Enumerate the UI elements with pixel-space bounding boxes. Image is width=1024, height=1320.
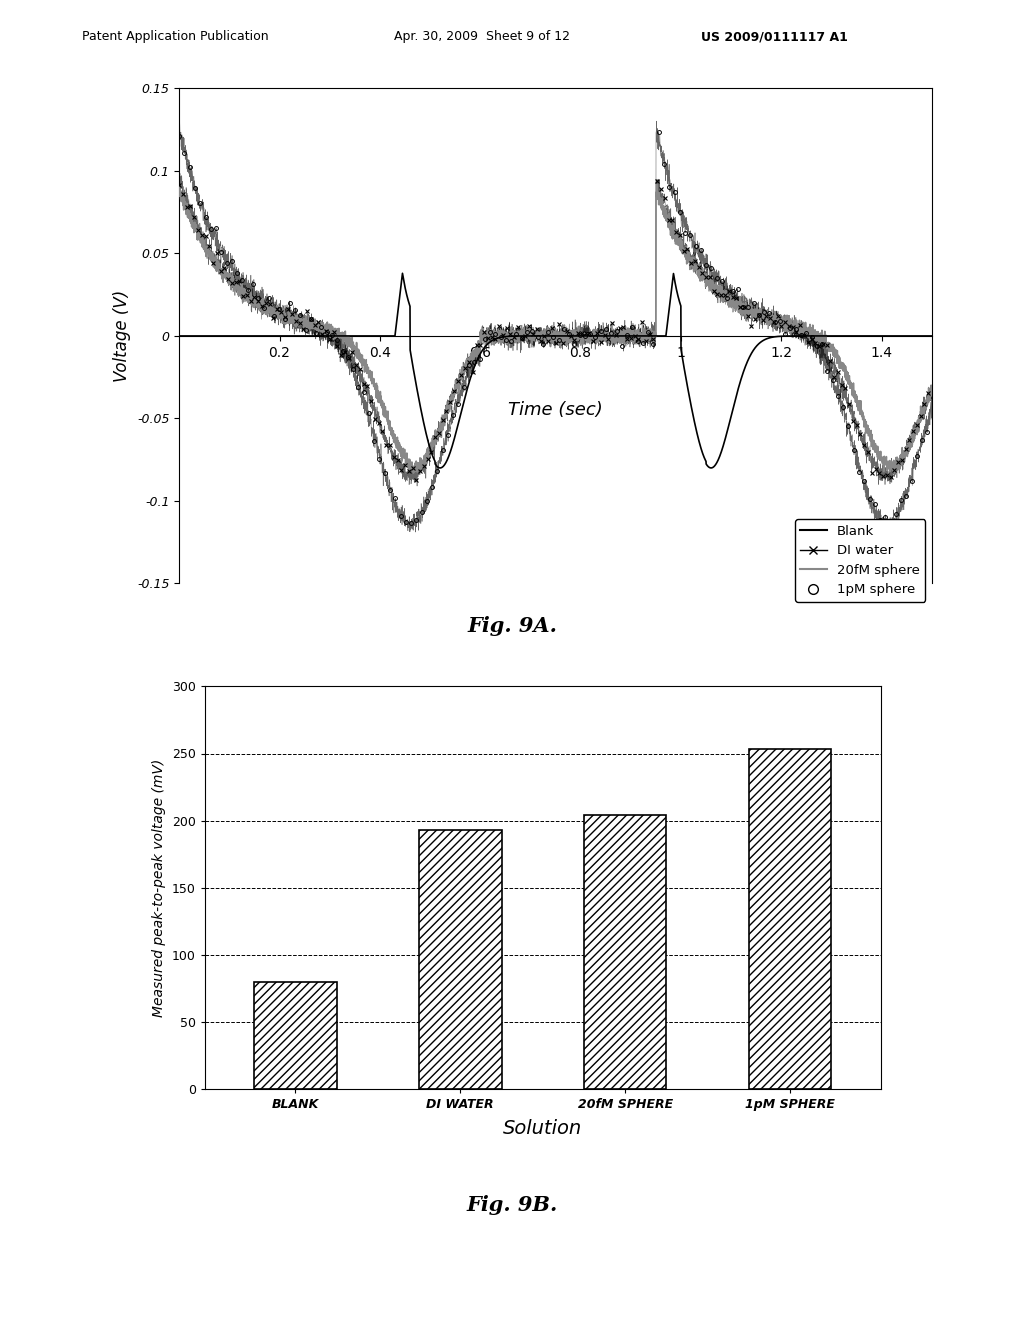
Text: Fig. 9B.: Fig. 9B.	[466, 1195, 558, 1214]
FancyBboxPatch shape	[254, 982, 337, 1089]
FancyBboxPatch shape	[419, 830, 502, 1089]
Legend: Blank, DI water, 20fM sphere, 1pM sphere: Blank, DI water, 20fM sphere, 1pM sphere	[795, 519, 926, 602]
Text: Patent Application Publication: Patent Application Publication	[82, 30, 268, 44]
FancyBboxPatch shape	[749, 750, 831, 1089]
Text: Fig. 9A.: Fig. 9A.	[467, 616, 557, 636]
X-axis label: Solution: Solution	[503, 1119, 583, 1138]
Y-axis label: Measured peak-to-peak voltage (mV): Measured peak-to-peak voltage (mV)	[153, 759, 166, 1016]
Text: US 2009/0111117 A1: US 2009/0111117 A1	[701, 30, 848, 44]
Text: Apr. 30, 2009  Sheet 9 of 12: Apr. 30, 2009 Sheet 9 of 12	[394, 30, 570, 44]
X-axis label: Time (sec): Time (sec)	[508, 401, 603, 420]
FancyBboxPatch shape	[584, 816, 667, 1089]
Y-axis label: Voltage (V): Voltage (V)	[114, 290, 131, 381]
